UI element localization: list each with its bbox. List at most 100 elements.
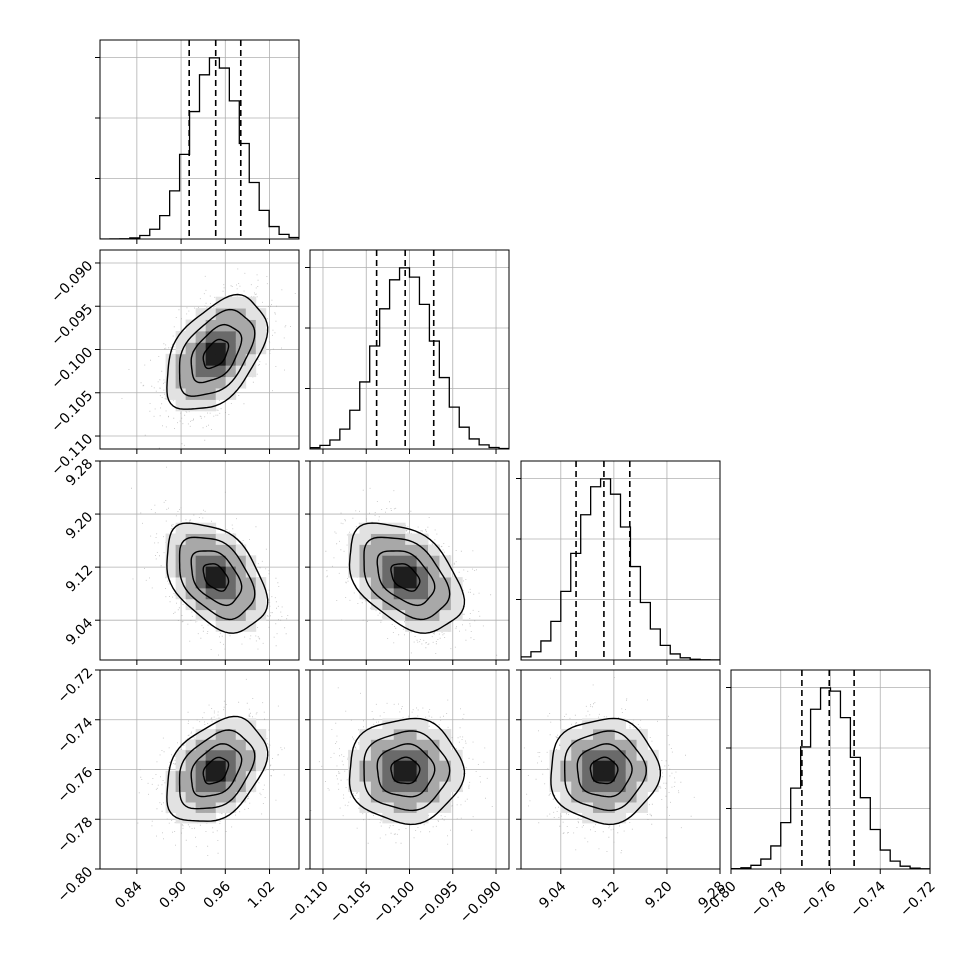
density-cell	[195, 577, 207, 589]
density-cell	[215, 781, 227, 793]
density-cell	[582, 760, 594, 772]
density-cell	[393, 555, 406, 567]
panel-content	[521, 461, 720, 660]
density-cell	[175, 587, 187, 600]
density-cell	[439, 770, 452, 782]
density-cell	[593, 812, 605, 824]
density-cell	[382, 739, 395, 751]
contour-line	[376, 550, 436, 607]
y-tick-label: −0.095	[48, 301, 96, 349]
panel-content	[521, 670, 720, 869]
density-cell	[382, 544, 395, 556]
density-cell	[428, 587, 440, 600]
density-cell	[582, 781, 594, 793]
density-cell	[450, 587, 463, 600]
density-cell	[428, 544, 440, 556]
density-cell	[215, 609, 227, 621]
density-cell	[185, 533, 197, 545]
density-cell	[165, 781, 177, 793]
density-cell	[593, 791, 605, 803]
density-cell	[185, 566, 197, 578]
contour-line	[589, 756, 619, 785]
density-cell	[185, 781, 197, 793]
density-cell	[245, 296, 257, 309]
density-cell	[439, 555, 452, 567]
density-cell	[185, 399, 197, 412]
density-cell	[215, 728, 227, 740]
density-cell	[185, 587, 197, 600]
density-cell	[225, 533, 237, 545]
density-cell	[215, 555, 227, 567]
density-cell	[195, 770, 207, 782]
density-cell	[416, 566, 429, 578]
density-cell	[235, 598, 247, 611]
density-cell	[428, 781, 440, 793]
density-cell	[215, 791, 227, 803]
x-tick-label: 0.90	[156, 878, 189, 911]
density-cell	[205, 319, 217, 332]
density-cell	[225, 718, 237, 730]
density-cell	[359, 544, 372, 556]
density-cell	[359, 791, 372, 803]
density-cell	[393, 749, 406, 761]
panel-1-1	[305, 249, 510, 454]
density-cell	[245, 587, 257, 600]
contour-line	[178, 536, 256, 621]
density-cell	[215, 760, 227, 772]
density-cell	[450, 609, 463, 621]
density-cell	[382, 791, 395, 803]
density-cell	[428, 770, 440, 782]
density-cell	[549, 749, 561, 761]
density-cell	[416, 760, 429, 772]
density-cell	[195, 812, 207, 824]
density-cell	[195, 555, 207, 567]
panel-frame	[99, 460, 300, 661]
density-cell	[439, 760, 452, 772]
density-cell	[571, 739, 583, 751]
density-cell	[614, 739, 627, 751]
panel-1-0	[95, 249, 300, 454]
density-cell	[359, 770, 372, 782]
density-cell	[393, 577, 406, 589]
density-cell	[195, 609, 207, 621]
density-cell	[245, 330, 257, 343]
density-cell	[416, 577, 429, 589]
density-cell	[603, 760, 616, 772]
contour-line	[166, 293, 269, 410]
density-cell	[359, 555, 372, 567]
density-cell	[416, 749, 429, 761]
contour-line	[178, 729, 256, 810]
density-cell	[560, 739, 572, 751]
density-cell	[549, 760, 561, 772]
density-cell	[393, 544, 406, 556]
contour-line	[190, 323, 243, 384]
density-cell	[195, 319, 207, 332]
density-cell	[205, 376, 217, 389]
density-cell	[359, 566, 372, 578]
density-cell	[185, 598, 197, 611]
density-cell	[571, 791, 583, 803]
y-tick-label: −0.76	[55, 764, 97, 806]
density-cell	[370, 533, 383, 545]
density-cell	[636, 791, 648, 803]
density-cell	[195, 388, 207, 400]
density-cell	[382, 728, 395, 740]
panel-content	[731, 670, 930, 869]
density-cell	[593, 802, 605, 813]
density-cell	[393, 566, 406, 578]
density-cell	[405, 812, 417, 824]
density-cell	[165, 555, 177, 567]
density-cell	[215, 388, 227, 400]
density-cell	[175, 330, 187, 343]
density-cell	[439, 781, 452, 793]
panel-2-0	[95, 460, 300, 665]
y-tick-label: −0.090	[48, 258, 96, 306]
y-tick-label: −0.100	[48, 344, 96, 392]
density-cell	[405, 728, 417, 740]
density-cell	[382, 577, 395, 589]
density-cell	[428, 566, 440, 578]
density-cell	[625, 781, 637, 793]
density-cell	[582, 728, 594, 740]
density-cell	[582, 718, 594, 730]
density-cell	[393, 587, 406, 600]
